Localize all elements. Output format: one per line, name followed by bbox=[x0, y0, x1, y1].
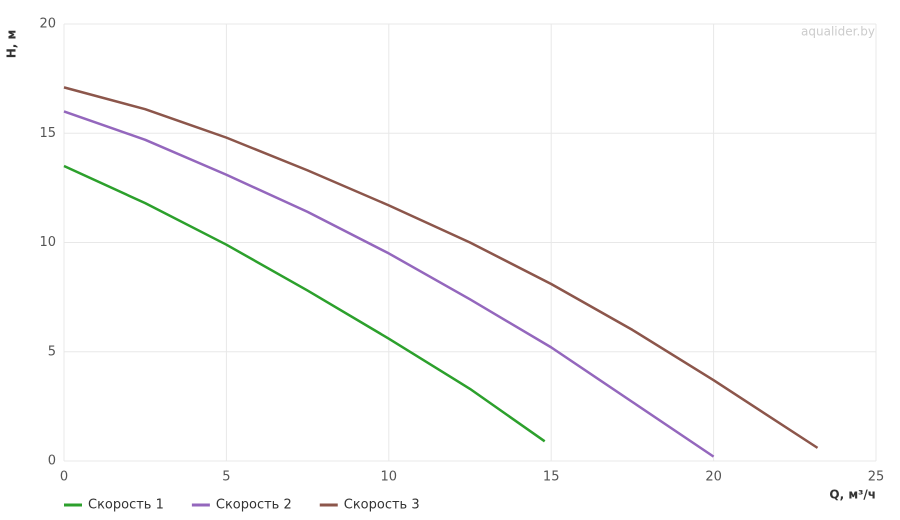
x-tick-label: 15 bbox=[543, 470, 560, 485]
legend-label: Скорость 2 bbox=[216, 498, 292, 513]
line-series bbox=[63, 86, 819, 449]
line-series bbox=[63, 110, 715, 458]
y-tick-label: 5 bbox=[48, 344, 56, 359]
x-axis-label: Q, м³/ч bbox=[829, 488, 876, 502]
watermark: aqualider.by bbox=[801, 25, 875, 39]
line-series bbox=[63, 164, 546, 443]
y-tick-label: 15 bbox=[39, 126, 56, 141]
x-tick-label: 20 bbox=[705, 470, 722, 485]
x-tick-label: 10 bbox=[381, 470, 398, 485]
legend-label: Скорость 1 bbox=[88, 498, 164, 513]
legend-label: Скорость 3 bbox=[344, 498, 420, 513]
y-tick-label: 0 bbox=[48, 454, 56, 469]
y-tick-label: 20 bbox=[39, 17, 56, 32]
x-tick-label: 25 bbox=[868, 470, 885, 485]
x-tick-label: 5 bbox=[222, 470, 230, 485]
y-axis-label: H, м bbox=[5, 30, 19, 59]
y-tick-label: 10 bbox=[39, 235, 56, 250]
x-tick-label: 0 bbox=[60, 470, 68, 485]
